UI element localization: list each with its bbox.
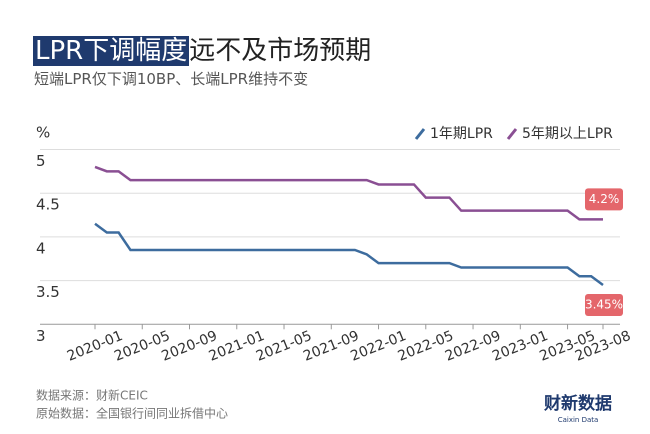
y-tick-label: 5 <box>36 152 46 170</box>
y-tick-label: 4.5 <box>36 196 60 214</box>
source: 数据来源：财新CEIC <box>36 388 148 403</box>
value-label: 3.45% <box>585 297 623 311</box>
legend-swatch <box>506 128 518 140</box>
y-tick-label: 3 <box>36 327 46 345</box>
legend-swatch <box>414 128 426 140</box>
y-tick-label: 4 <box>36 239 46 257</box>
title-highlight: LPR下调幅度 <box>33 36 190 66</box>
logo-sub: Caixin Data <box>558 416 599 424</box>
title-rest: 远不及市场预期 <box>189 36 372 66</box>
legend-label: 5年期以上LPR <box>522 126 613 142</box>
chart-title: LPR下调幅度远不及市场预期 <box>33 30 371 67</box>
y-tick-label: 3.5 <box>36 283 60 301</box>
subtitle: 短端LPR仅下调10BP、长端LPR维持不变 <box>34 70 309 88</box>
original-source: 原始数据：全国银行间同业拆借中心 <box>36 406 228 421</box>
value-label-box <box>585 293 623 316</box>
y-unit: % <box>36 124 50 142</box>
legend-label: 1年期LPR <box>430 126 493 142</box>
logo: 财新数据 <box>543 393 612 414</box>
series-line <box>94 222 604 286</box>
series-line <box>94 165 603 221</box>
value-label: 4.2% <box>589 192 620 206</box>
value-label-box <box>585 188 623 211</box>
